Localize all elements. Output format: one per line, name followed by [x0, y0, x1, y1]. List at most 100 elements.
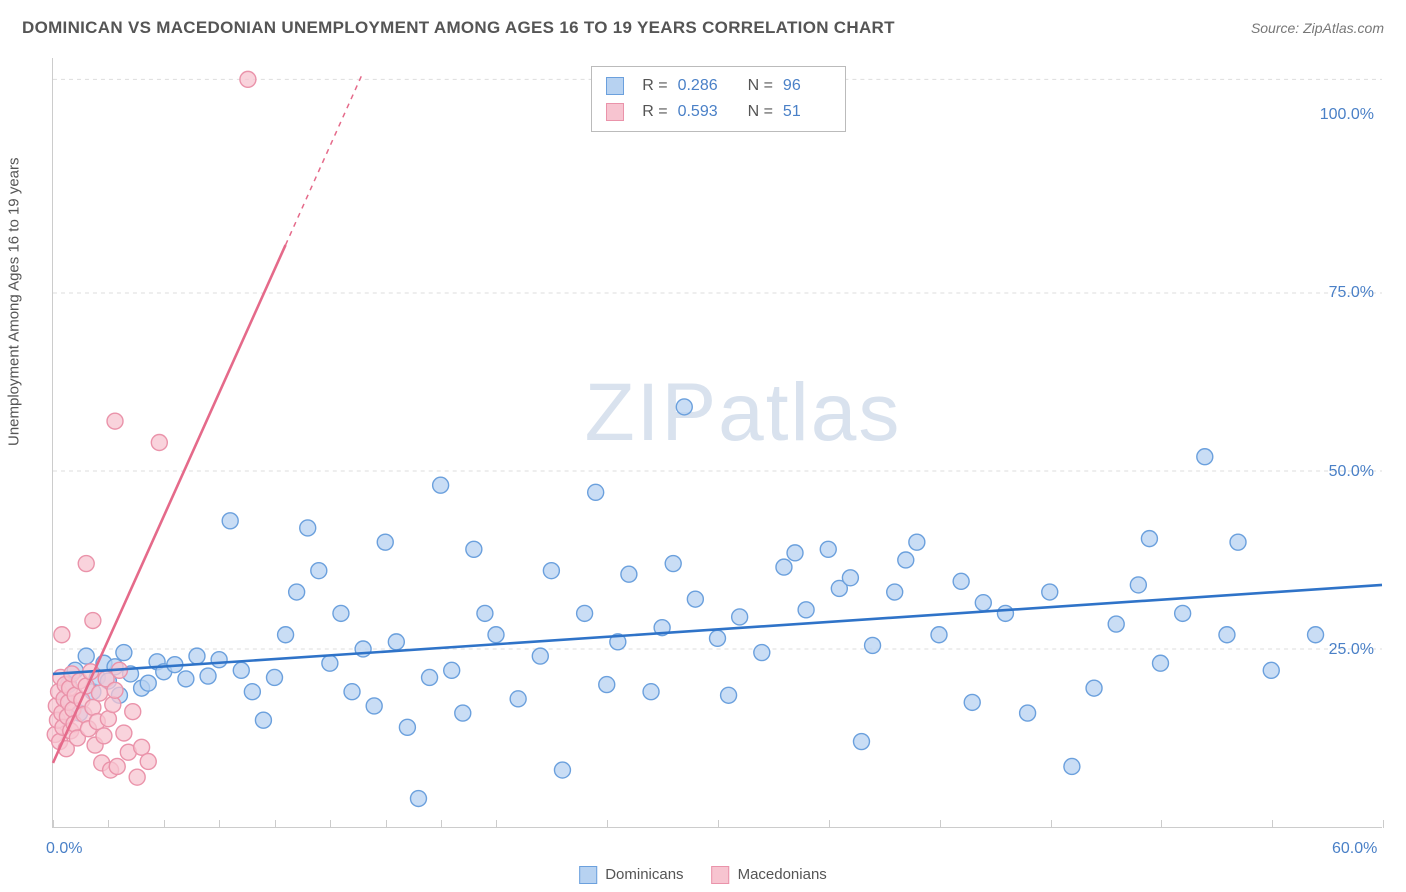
x-axis-origin-label: 0.0% — [46, 840, 82, 858]
data-point — [105, 697, 121, 713]
legend-item: Macedonians — [712, 866, 827, 884]
data-point — [92, 685, 108, 701]
series-swatch — [712, 866, 730, 884]
data-point — [1020, 705, 1036, 721]
x-tick — [1272, 820, 1273, 828]
data-point — [1175, 605, 1191, 621]
data-point — [125, 704, 141, 720]
data-point — [853, 734, 869, 750]
data-point — [909, 534, 925, 550]
data-point — [1130, 577, 1146, 593]
stat-n-value: 96 — [783, 73, 831, 99]
data-point — [107, 682, 123, 698]
x-tick — [940, 820, 941, 828]
data-point — [267, 669, 283, 685]
x-tick — [1051, 820, 1052, 828]
data-point — [116, 645, 132, 661]
data-point — [116, 725, 132, 741]
data-point — [1141, 531, 1157, 547]
data-point — [134, 739, 150, 755]
trend-line — [53, 585, 1382, 674]
x-tick — [607, 820, 608, 828]
y-tick-label: 50.0% — [1329, 463, 1374, 481]
data-point — [255, 712, 271, 728]
stat-r-label: R = — [642, 99, 667, 125]
legend-label: Dominicans — [605, 866, 683, 883]
data-point — [532, 648, 548, 664]
data-point — [1308, 627, 1324, 643]
stat-n-label: N = — [748, 73, 773, 99]
stat-n-label: N = — [748, 99, 773, 125]
data-point — [687, 591, 703, 607]
data-point — [344, 684, 360, 700]
data-point — [588, 484, 604, 500]
x-tick — [1383, 820, 1384, 828]
data-point — [78, 556, 94, 572]
data-point — [244, 684, 260, 700]
data-point — [140, 675, 156, 691]
data-point — [732, 609, 748, 625]
data-point — [898, 552, 914, 568]
data-point — [997, 605, 1013, 621]
data-point — [643, 684, 659, 700]
data-point — [488, 627, 504, 643]
x-tick — [1161, 820, 1162, 828]
data-point — [510, 691, 526, 707]
data-point — [477, 605, 493, 621]
trend-line-extrapolated — [286, 72, 364, 245]
data-point — [577, 605, 593, 621]
data-point — [543, 563, 559, 579]
data-point — [85, 699, 101, 715]
data-point — [85, 613, 101, 629]
data-point — [333, 605, 349, 621]
data-point — [311, 563, 327, 579]
data-point — [455, 705, 471, 721]
data-point — [388, 634, 404, 650]
data-point — [222, 513, 238, 529]
data-point — [798, 602, 814, 618]
data-point — [444, 662, 460, 678]
data-point — [109, 758, 125, 774]
data-point — [1263, 662, 1279, 678]
data-point — [140, 754, 156, 770]
data-point — [931, 627, 947, 643]
x-axis-max-label: 60.0% — [1332, 840, 1377, 858]
x-tick — [829, 820, 830, 828]
data-point — [178, 671, 194, 687]
data-point — [399, 719, 415, 735]
correlation-stats-box: R =0.286N =96R =0.593N =51 — [591, 66, 846, 132]
series-swatch — [606, 103, 624, 121]
plot-area: ZIPatlas 25.0%50.0%75.0%100.0% R =0.286N… — [52, 58, 1382, 828]
stats-row: R =0.286N =96 — [606, 73, 831, 99]
data-point — [842, 570, 858, 586]
data-point — [78, 648, 94, 664]
stat-r-label: R = — [642, 73, 667, 99]
data-point — [300, 520, 316, 536]
y-tick-label: 75.0% — [1329, 284, 1374, 302]
legend-item: Dominicans — [579, 866, 683, 884]
data-point — [1086, 680, 1102, 696]
data-point — [787, 545, 803, 561]
data-point — [554, 762, 570, 778]
data-point — [466, 541, 482, 557]
legend: Dominicans Macedonians — [579, 866, 827, 884]
series-swatch — [579, 866, 597, 884]
data-point — [107, 413, 123, 429]
x-tick — [496, 820, 497, 828]
stat-n-value: 51 — [783, 99, 831, 125]
data-point — [953, 573, 969, 589]
data-point — [1108, 616, 1124, 632]
x-tick — [164, 820, 165, 828]
data-point — [676, 399, 692, 415]
data-point — [377, 534, 393, 550]
data-point — [151, 435, 167, 451]
scatter-svg — [53, 58, 1382, 827]
source-attribution: Source: ZipAtlas.com — [1251, 20, 1384, 36]
data-point — [754, 645, 770, 661]
data-point — [710, 630, 726, 646]
data-point — [200, 668, 216, 684]
data-point — [433, 477, 449, 493]
x-tick — [275, 820, 276, 828]
x-tick — [441, 820, 442, 828]
data-point — [129, 769, 145, 785]
